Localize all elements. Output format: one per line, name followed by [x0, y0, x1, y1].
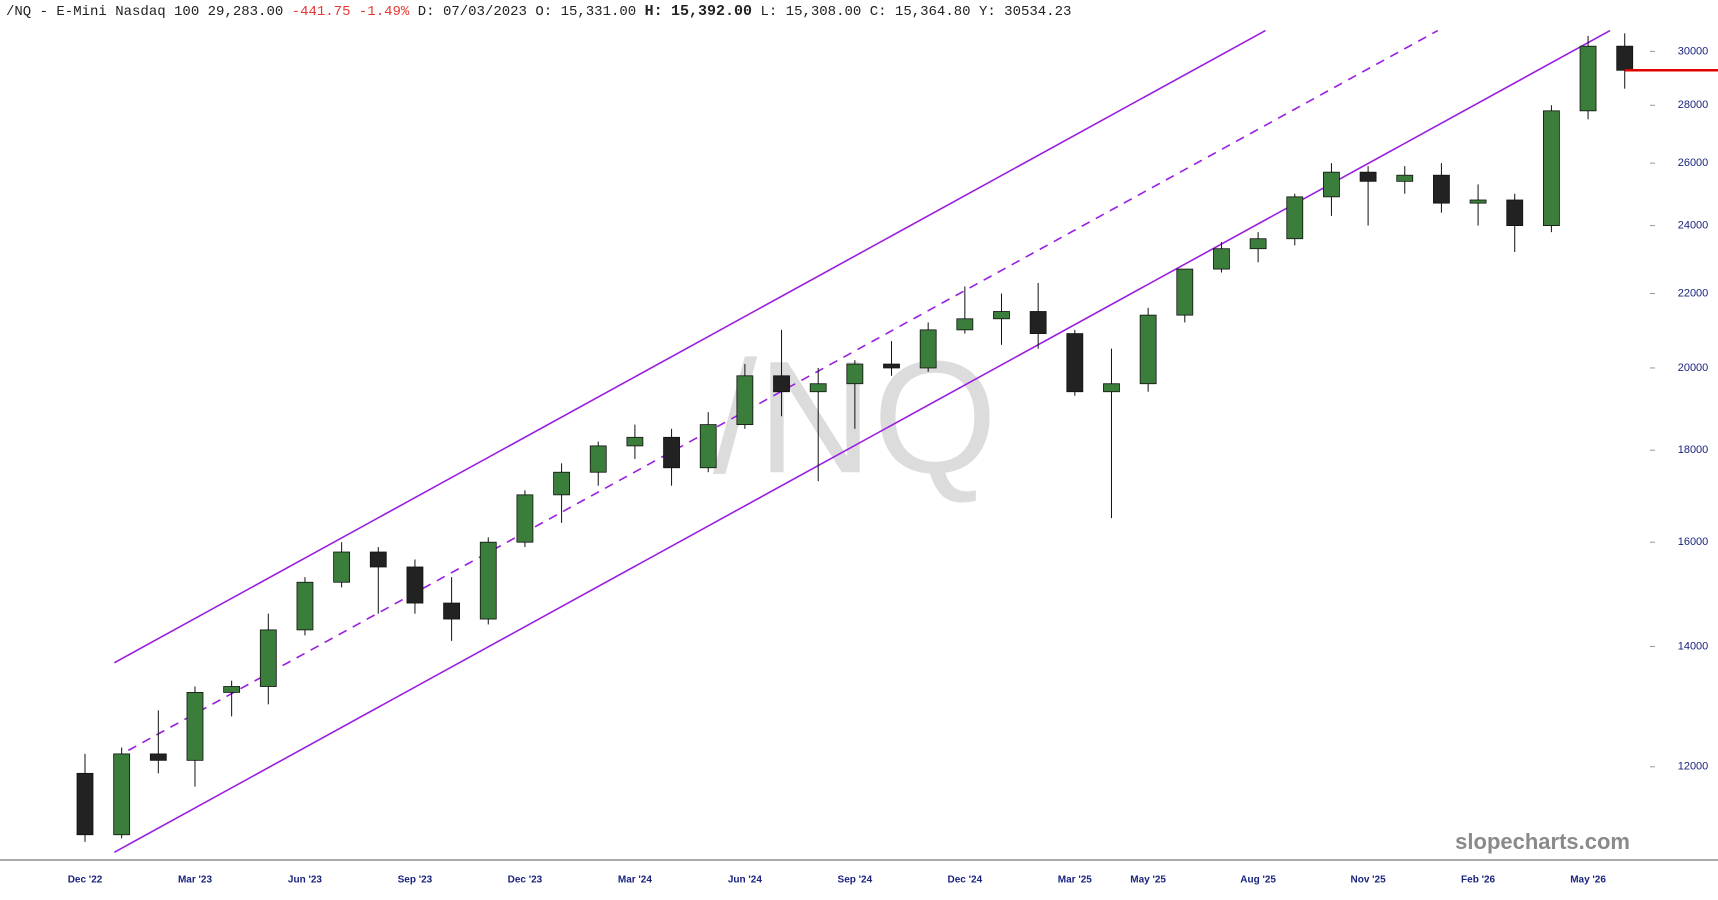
brand: slopecharts.com	[1455, 829, 1630, 854]
candle-body	[1176, 268, 1194, 316]
field-label: C:	[869, 4, 887, 20]
candle-body	[1543, 110, 1560, 226]
candle-body	[736, 375, 754, 426]
x-tick-label: Mar '24	[618, 875, 653, 886]
change-pct: -1.49%	[358, 4, 410, 20]
field-value: 15,364.80	[894, 4, 971, 20]
y-tick-label: 24000	[1678, 220, 1709, 232]
candle-body	[516, 494, 534, 543]
candle-body	[1579, 45, 1597, 112]
candle-body	[1286, 196, 1304, 240]
y-tick-label: 22000	[1678, 287, 1709, 299]
candle-body	[663, 436, 680, 469]
candle-body	[626, 436, 644, 447]
field-label: H:	[644, 3, 663, 20]
candle-body	[1029, 311, 1047, 334]
trendline	[113, 29, 1611, 853]
field-label: L:	[760, 4, 778, 20]
header: /NQ - E-Mini Nasdaq 100 29,283.00 -441.7…	[6, 3, 1071, 20]
candle-body	[479, 541, 497, 620]
candle-body	[369, 551, 387, 568]
candle-body	[1139, 314, 1157, 385]
candle-body	[553, 471, 570, 496]
candle-body	[406, 566, 424, 604]
candle-body	[773, 375, 790, 393]
y-tick-label: 16000	[1678, 536, 1709, 548]
x-tick-label: Jun '23	[288, 875, 322, 886]
y-tick-label: 30000	[1678, 45, 1709, 57]
candle-body	[259, 629, 277, 687]
x-tick-label: May '26	[1570, 875, 1606, 886]
candle-body	[1359, 171, 1377, 182]
x-tick-label: Feb '26	[1461, 875, 1495, 886]
candle-body	[76, 772, 94, 836]
candle-body	[699, 424, 717, 469]
candle-body	[846, 363, 864, 385]
field-value: 15,308.00	[785, 4, 862, 20]
x-tick-label: May '25	[1130, 875, 1166, 886]
y-tick-label: 18000	[1678, 444, 1709, 456]
candle-body	[589, 445, 607, 473]
x-tick-label: Sep '24	[838, 875, 873, 886]
last-price: 29,283.00	[207, 4, 284, 20]
y-tick-label: 12000	[1678, 761, 1709, 773]
change: -441.75	[291, 4, 351, 20]
field-value: 15,331.00	[560, 4, 637, 20]
field-value: 15,392.00	[671, 3, 753, 20]
field-value: 07/03/2023	[442, 4, 527, 20]
candle-body	[296, 581, 314, 631]
candle-body	[1213, 248, 1230, 270]
y-tick-label: 20000	[1678, 362, 1709, 374]
trendline	[113, 29, 1439, 759]
symbol: /NQ - E-Mini Nasdaq 100	[6, 4, 200, 20]
candle-body	[113, 753, 131, 836]
candle-body	[956, 318, 974, 331]
candle-body	[809, 383, 827, 393]
candle-body	[443, 602, 461, 620]
x-tick-label: Dec '22	[68, 875, 103, 886]
candle-body	[186, 691, 204, 761]
candle-body	[1249, 238, 1267, 250]
y-tick-label: 26000	[1678, 157, 1709, 169]
trendline	[113, 29, 1266, 664]
field-label: O:	[535, 4, 553, 20]
field-label: Y:	[978, 4, 996, 20]
candle-body	[1103, 383, 1120, 393]
candle-body	[1396, 174, 1414, 182]
candle-body	[1469, 199, 1487, 204]
candle-body	[919, 329, 937, 369]
x-tick-label: Dec '24	[948, 875, 983, 886]
y-tick-label: 14000	[1678, 640, 1709, 652]
field-label: D:	[417, 4, 435, 20]
candle-body	[1433, 174, 1450, 204]
x-tick-label: Jun '24	[728, 875, 762, 886]
x-tick-label: Dec '23	[508, 875, 543, 886]
field-value: 30534.23	[1004, 4, 1072, 20]
x-tick-label: Mar '25	[1058, 875, 1093, 886]
x-tick-label: Sep '23	[398, 875, 433, 886]
candle-body	[149, 753, 167, 761]
candle-body	[883, 363, 900, 369]
candle-body	[993, 311, 1010, 320]
x-tick-label: Nov '25	[1351, 875, 1387, 886]
x-tick-label: Mar '23	[178, 875, 213, 886]
candle-body	[1616, 45, 1634, 71]
candle-body	[1506, 199, 1524, 226]
candle-body	[223, 686, 241, 693]
x-tick-label: Aug '25	[1240, 875, 1276, 886]
candle-body	[1323, 171, 1340, 198]
candle-body	[333, 551, 351, 583]
y-tick-label: 28000	[1678, 99, 1709, 111]
candle-body	[1066, 333, 1084, 393]
